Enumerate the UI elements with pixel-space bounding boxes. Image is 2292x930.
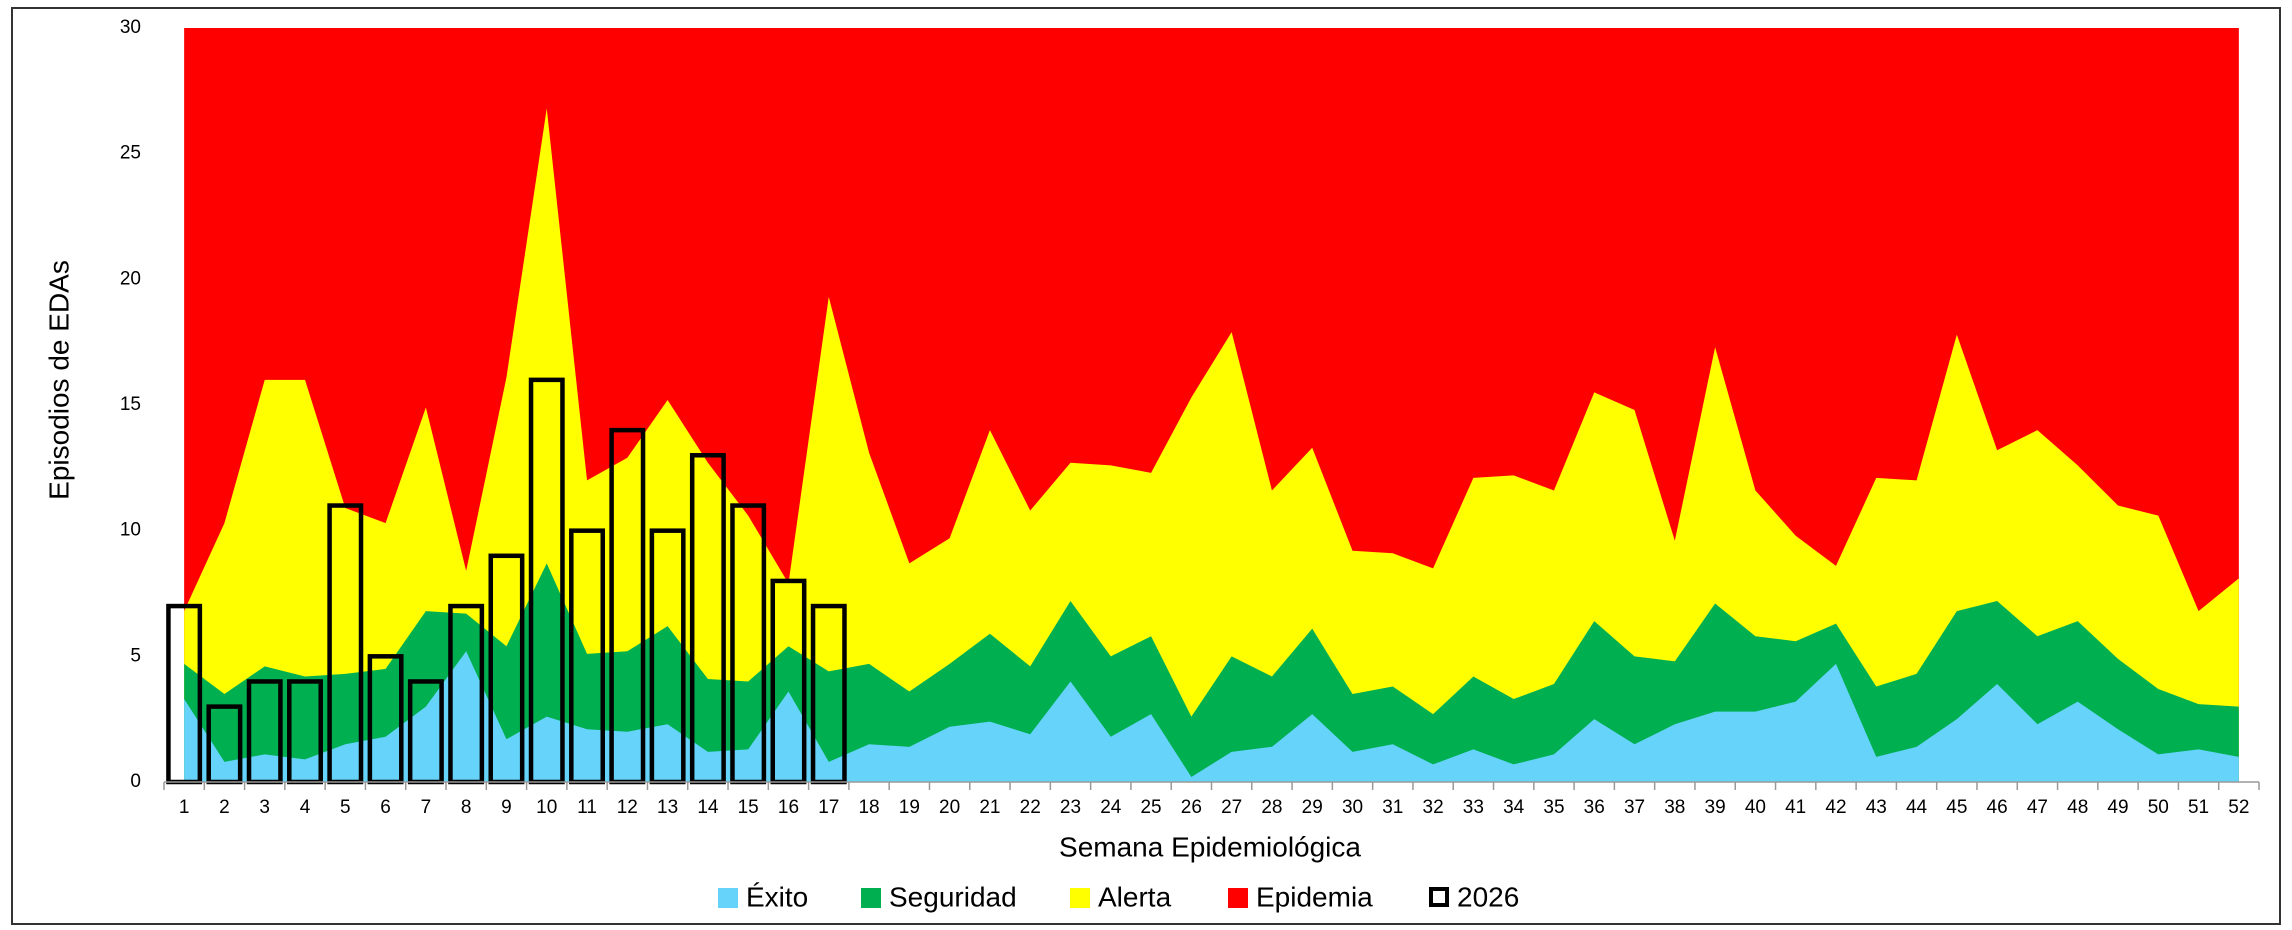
x-tick-label: 43 (1866, 797, 1887, 818)
x-tick-label: 24 (1100, 797, 1122, 818)
x-tick-label: 20 (939, 797, 960, 818)
y-tick-label: 20 (120, 268, 141, 289)
x-tick-label: 33 (1463, 797, 1484, 818)
y-tick-label: 25 (120, 143, 141, 164)
x-axis-title: Semana Epidemiológica (1059, 831, 1361, 862)
x-tick-label: 8 (461, 797, 472, 818)
x-tick-label: 4 (300, 797, 311, 818)
x-tick-label: 18 (858, 797, 879, 818)
x-tick-label: 27 (1221, 797, 1242, 818)
x-tick-label: 50 (2148, 797, 2169, 818)
legend-label: Epidemia (1256, 881, 1373, 912)
x-tick-label: 23 (1060, 797, 1081, 818)
x-tick-label: 22 (1020, 797, 1041, 818)
y-tick-label: 10 (120, 520, 141, 541)
x-tick-label: 28 (1261, 797, 1282, 818)
area (184, 651, 2239, 782)
x-tick-label: 11 (577, 797, 597, 818)
legend-label: Alerta (1098, 881, 1172, 912)
x-tick-label: 44 (1906, 797, 1928, 818)
x-tick-label: 40 (1745, 797, 1766, 818)
x-tick-label: 15 (738, 797, 759, 818)
x-tick-label: 17 (818, 797, 839, 818)
legend-marker (718, 888, 738, 908)
y-tick-label: 30 (120, 17, 141, 38)
legend-label: 2026 (1457, 881, 1519, 912)
x-tick-label: 52 (2228, 797, 2249, 818)
x-tick-label: 16 (778, 797, 799, 818)
x-tick-label: 39 (1705, 797, 1726, 818)
x-tick-label: 51 (2188, 797, 2209, 818)
y-tick-label: 15 (120, 394, 141, 415)
x-tick-label: 12 (617, 797, 638, 818)
x-tick-label: 19 (899, 797, 920, 818)
x-tick-label: 49 (2107, 797, 2128, 818)
x-tick-label: 29 (1302, 797, 1323, 818)
x-tick-label: 1 (179, 797, 190, 818)
x-tick-label: 41 (1785, 797, 1806, 818)
legend-marker (1429, 887, 1449, 907)
x-tick-label: 35 (1543, 797, 1564, 818)
x-tick-label: 34 (1503, 797, 1525, 818)
x-tick-label: 32 (1423, 797, 1444, 818)
legend-marker (1228, 888, 1248, 908)
x-tick-label: 45 (1946, 797, 1967, 818)
x-tick-label: 6 (380, 797, 391, 818)
x-tick-label: 31 (1382, 797, 1403, 818)
x-tick-label: 21 (979, 797, 1000, 818)
y-axis-title: Episodios de EDAs (43, 260, 74, 500)
plot-area (166, 28, 2239, 785)
legend-marker (1070, 888, 1090, 908)
x-tick-label: 42 (1825, 797, 1846, 818)
x-tick-label: 48 (2067, 797, 2088, 818)
x-tick-label: 47 (2027, 797, 2048, 818)
x-tick-label: 9 (501, 797, 512, 818)
legend-label: Seguridad (889, 881, 1017, 912)
x-tick-label: 37 (1624, 797, 1645, 818)
x-tick-label: 2 (219, 797, 230, 818)
y-tick-label: 5 (130, 645, 141, 666)
x-tick-label: 5 (340, 797, 351, 818)
x-tick-label: 10 (536, 797, 557, 818)
x-tick-label: 26 (1181, 797, 1202, 818)
x-tick-label: 7 (421, 797, 432, 818)
x-tick-label: 38 (1664, 797, 1685, 818)
x-tick-label: 46 (1987, 797, 2008, 818)
x-tick-label: 14 (697, 797, 719, 818)
x-tick-label: 36 (1584, 797, 1605, 818)
x-tick-label: 30 (1342, 797, 1363, 818)
legend-label: Éxito (746, 881, 808, 912)
x-tick-label: 25 (1140, 797, 1161, 818)
x-tick-label: 3 (259, 797, 270, 818)
x-tick-label: 13 (657, 797, 678, 818)
legend-marker (861, 888, 881, 908)
legend: Éxito Seguridad Alerta Epidemia 2026 (718, 881, 1519, 912)
y-tick-label: 0 (130, 771, 141, 792)
